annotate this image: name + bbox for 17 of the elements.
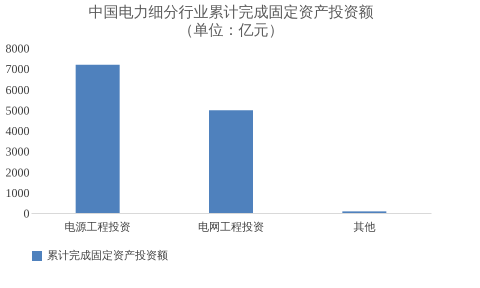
y-tick-label: 7000 bbox=[6, 62, 30, 76]
x-tick-label: 电网工程投资 bbox=[198, 220, 264, 234]
chart-title: 中国电力细分行业累计完成固定资产投资额 bbox=[88, 3, 374, 21]
y-tick-label: 0 bbox=[24, 206, 30, 220]
y-tick-label: 6000 bbox=[6, 82, 30, 97]
chart-subtitle: （单位：亿元） bbox=[178, 21, 284, 39]
y-tick-label: 1000 bbox=[6, 186, 30, 200]
x-tick-label: 电源工程投资 bbox=[64, 220, 131, 234]
bar bbox=[76, 64, 120, 213]
y-tick-label: 4000 bbox=[6, 124, 30, 138]
y-tick-label: 8000 bbox=[6, 42, 30, 56]
x-tick-label: 其他 bbox=[353, 220, 376, 234]
legend-label: 累计完成固定资产投资额 bbox=[47, 249, 168, 262]
y-tick-label: 2000 bbox=[6, 165, 30, 180]
bar bbox=[209, 110, 253, 213]
y-tick-label: 3000 bbox=[6, 144, 30, 159]
y-tick-label: 5000 bbox=[6, 103, 30, 118]
